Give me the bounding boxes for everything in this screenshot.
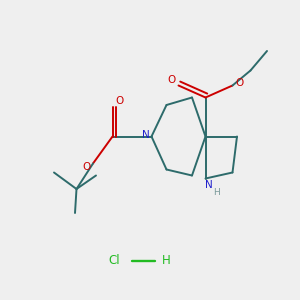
Text: Cl: Cl xyxy=(108,254,120,268)
Text: H: H xyxy=(214,188,220,197)
Text: O: O xyxy=(235,78,243,88)
Text: N: N xyxy=(142,130,150,140)
Text: N: N xyxy=(205,180,212,190)
Text: O: O xyxy=(168,75,176,85)
Text: H: H xyxy=(162,254,171,268)
Text: O: O xyxy=(116,96,124,106)
Text: O: O xyxy=(82,162,91,172)
